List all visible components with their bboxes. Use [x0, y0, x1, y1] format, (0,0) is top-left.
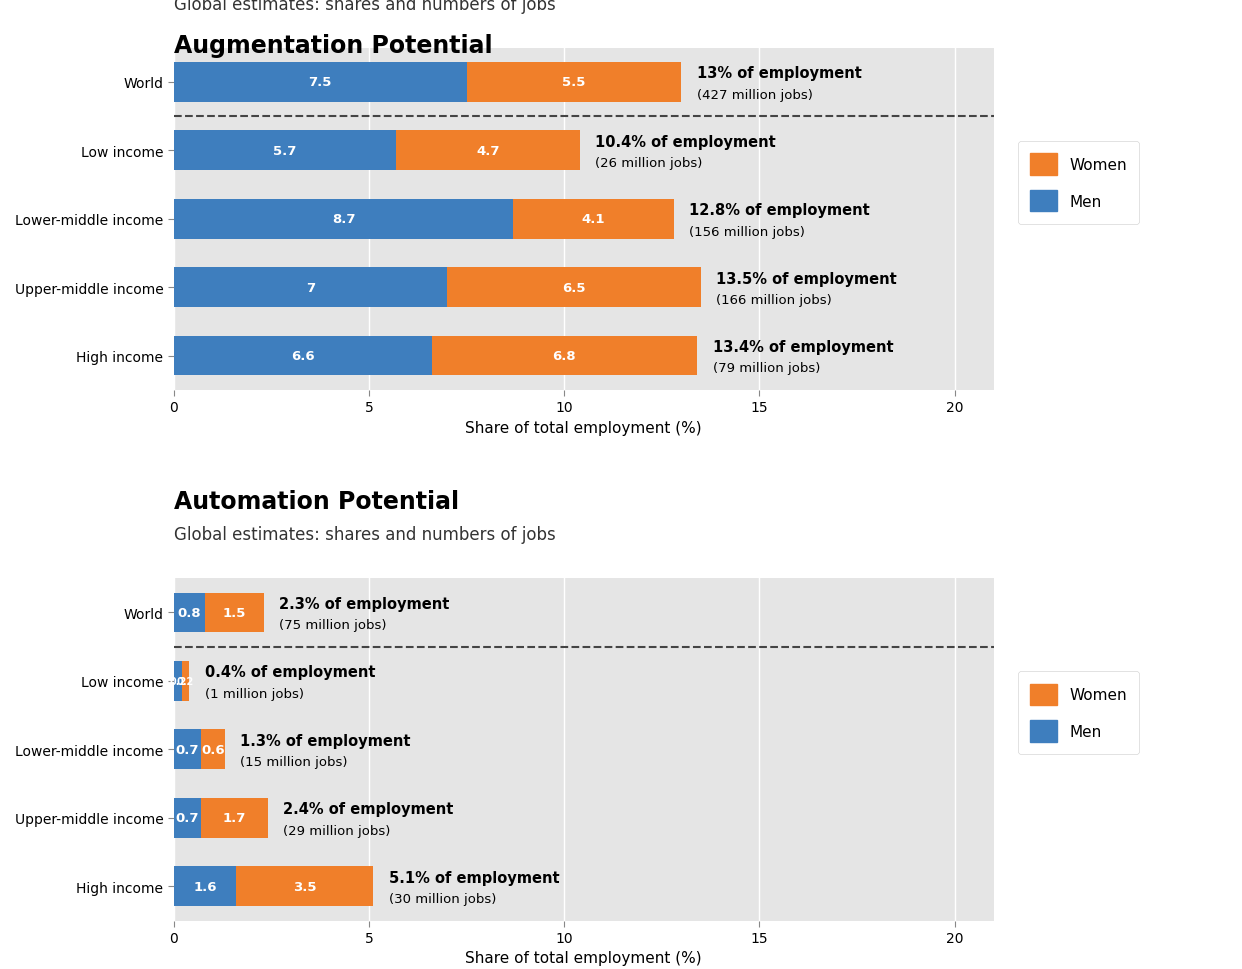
Text: 13% of employment: 13% of employment — [697, 66, 862, 81]
Text: 7.5: 7.5 — [308, 77, 332, 89]
Bar — [174, 131, 396, 171]
Text: (79 million jobs): (79 million jobs) — [713, 362, 820, 375]
Bar — [181, 661, 190, 701]
Text: 4.1: 4.1 — [581, 213, 605, 226]
Text: Automation Potential: Automation Potential — [174, 489, 460, 514]
Text: 0.6: 0.6 — [201, 743, 225, 756]
Text: (427 million jobs): (427 million jobs) — [697, 88, 812, 102]
X-axis label: Share of total employment (%): Share of total employment (%) — [466, 951, 702, 965]
Text: 7: 7 — [306, 281, 315, 295]
Bar — [513, 200, 673, 239]
Bar — [447, 268, 700, 308]
Text: (15 million jobs): (15 million jobs) — [240, 756, 348, 768]
Text: (156 million jobs): (156 million jobs) — [689, 225, 805, 238]
Text: 1.7: 1.7 — [222, 811, 246, 825]
Bar — [431, 336, 697, 376]
Text: (1 million jobs): (1 million jobs) — [205, 687, 304, 700]
Bar — [174, 200, 513, 239]
Bar — [236, 866, 373, 906]
Text: 0.7: 0.7 — [176, 811, 199, 825]
Text: 0.2: 0.2 — [176, 676, 194, 686]
Text: 13.4% of employment: 13.4% of employment — [713, 340, 893, 355]
Bar — [396, 131, 580, 171]
Bar — [174, 730, 201, 769]
Bar — [201, 730, 225, 769]
Legend: Women, Men: Women, Men — [1017, 672, 1139, 755]
Text: 13.5% of employment: 13.5% of employment — [717, 271, 897, 287]
Text: 6.6: 6.6 — [291, 350, 314, 362]
Text: 12.8% of employment: 12.8% of employment — [689, 203, 869, 218]
Text: 8.7: 8.7 — [332, 213, 355, 226]
Text: 0.2: 0.2 — [169, 676, 186, 686]
Bar — [174, 63, 467, 103]
Bar — [174, 268, 447, 308]
Text: 0.8: 0.8 — [178, 607, 201, 619]
Text: Augmentation Potential: Augmentation Potential — [174, 34, 493, 58]
X-axis label: Share of total employment (%): Share of total employment (%) — [466, 421, 702, 435]
Bar — [174, 336, 431, 376]
Text: 0.7: 0.7 — [176, 743, 199, 756]
Bar — [174, 798, 201, 838]
Text: 6.5: 6.5 — [563, 281, 586, 295]
Text: 0.4% of employment: 0.4% of employment — [205, 665, 375, 679]
Text: 2.3% of employment: 2.3% of employment — [279, 596, 450, 611]
Bar — [205, 593, 263, 633]
Text: 4.7: 4.7 — [477, 144, 499, 158]
Text: 10.4% of employment: 10.4% of employment — [595, 135, 776, 149]
Bar — [201, 798, 267, 838]
Bar — [174, 661, 181, 701]
Text: 2.4% of employment: 2.4% of employment — [283, 801, 453, 817]
Text: (29 million jobs): (29 million jobs) — [283, 824, 390, 837]
Text: (75 million jobs): (75 million jobs) — [279, 618, 386, 632]
Bar — [174, 593, 205, 633]
Text: Global estimates: shares and numbers of jobs: Global estimates: shares and numbers of … — [174, 0, 555, 14]
Text: 5.1% of employment: 5.1% of employment — [389, 870, 559, 885]
Text: (26 million jobs): (26 million jobs) — [595, 157, 703, 170]
Text: 1.6: 1.6 — [194, 880, 217, 892]
Text: Global estimates: shares and numbers of jobs: Global estimates: shares and numbers of … — [174, 526, 555, 544]
Text: 1.3% of employment: 1.3% of employment — [240, 734, 411, 748]
Text: (166 million jobs): (166 million jobs) — [717, 294, 832, 306]
Text: 5.5: 5.5 — [563, 77, 586, 89]
Text: 1.5: 1.5 — [222, 607, 246, 619]
Text: 5.7: 5.7 — [273, 144, 297, 158]
Bar — [467, 63, 682, 103]
Legend: Women, Men: Women, Men — [1017, 141, 1139, 225]
Text: 6.8: 6.8 — [553, 350, 576, 362]
Bar — [174, 866, 236, 906]
Text: 3.5: 3.5 — [293, 880, 317, 892]
Text: (30 million jobs): (30 million jobs) — [389, 892, 496, 905]
